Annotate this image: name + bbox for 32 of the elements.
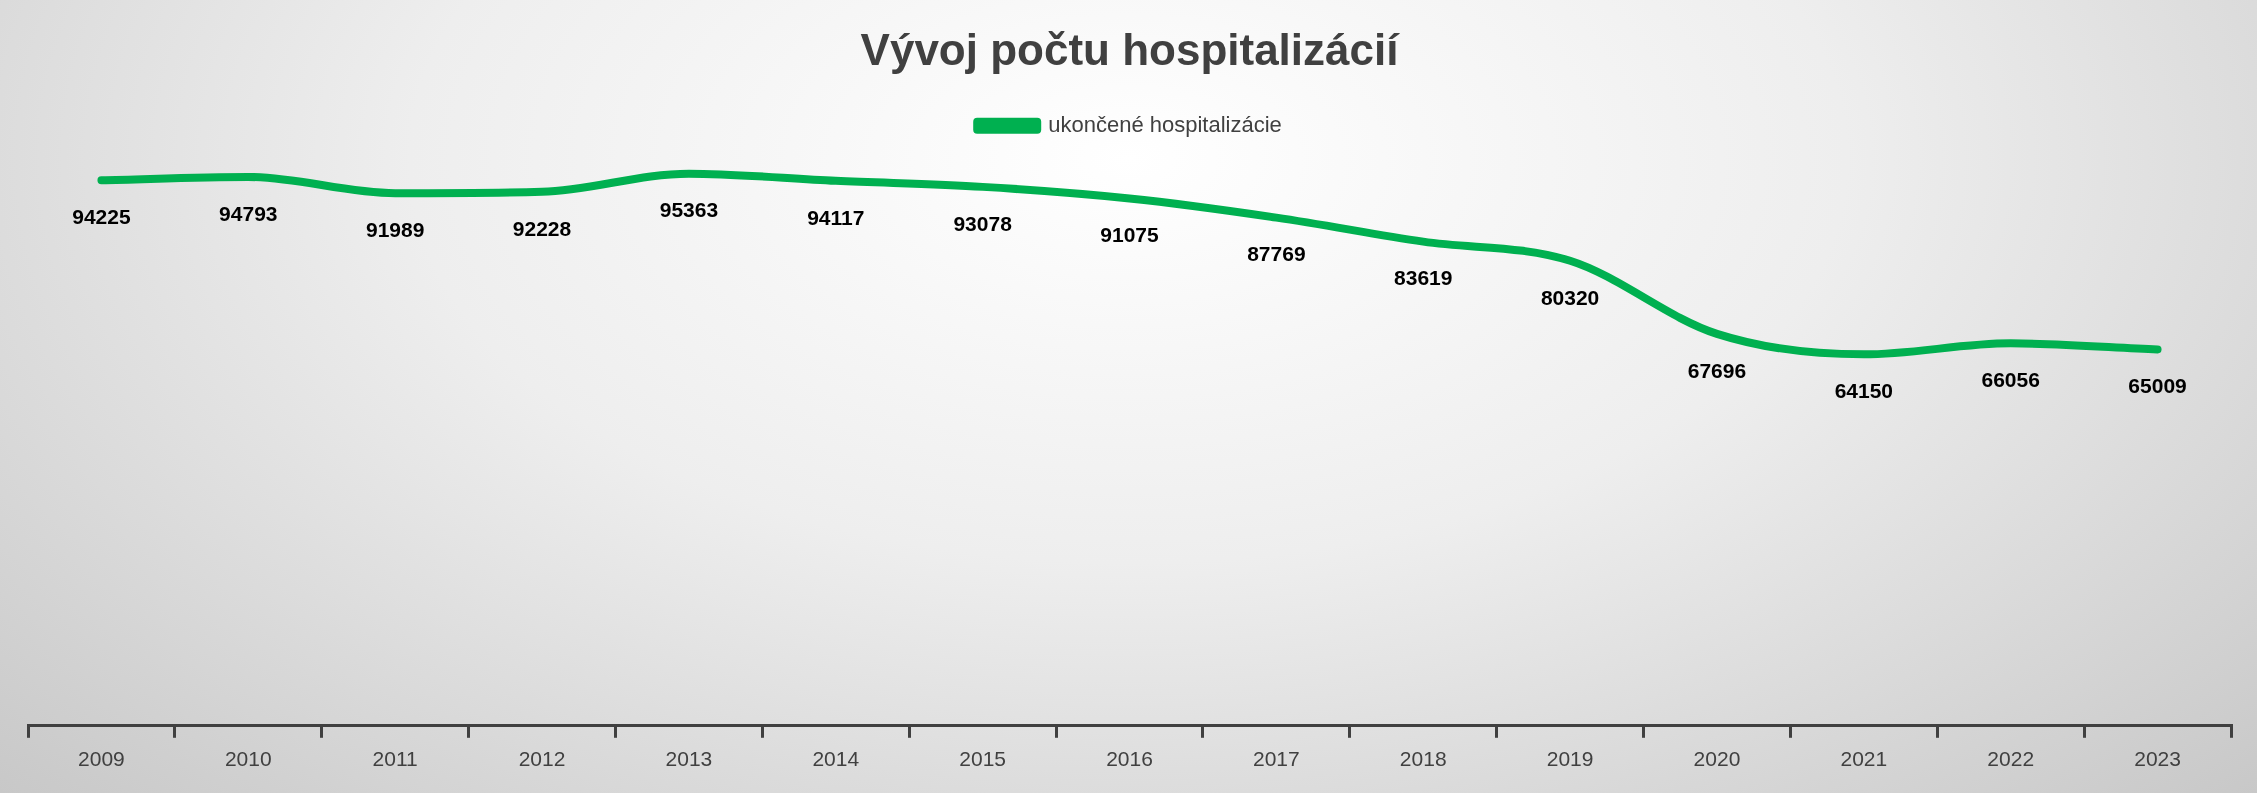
x-tick-label: 2018 bbox=[1399, 747, 1447, 771]
data-label: 87769 bbox=[1247, 242, 1306, 266]
x-tick-label: 2023 bbox=[2134, 747, 2181, 771]
x-tick-label: 2009 bbox=[78, 747, 125, 771]
x-tick-label: 2012 bbox=[518, 747, 566, 771]
x-tick-label: 2011 bbox=[372, 747, 418, 771]
chart-title: Vývoj počtu hospitalizácií bbox=[860, 24, 1401, 74]
x-tick-label: 2016 bbox=[1106, 747, 1153, 771]
x-tick-label: 2022 bbox=[1987, 747, 2035, 771]
x-tick-label: 2021 bbox=[1840, 747, 1888, 771]
data-label: 66056 bbox=[1981, 368, 2040, 392]
data-label: 94793 bbox=[219, 201, 278, 225]
legend-label: ukončené hospitalizácie bbox=[1048, 111, 1282, 137]
x-tick-label: 2020 bbox=[1693, 747, 1741, 771]
data-label: 93078 bbox=[953, 211, 1013, 235]
data-label: 91989 bbox=[365, 217, 425, 241]
data-label: 91075 bbox=[1100, 223, 1160, 247]
data-label: 94117 bbox=[807, 205, 865, 229]
x-tick-label: 2017 bbox=[1253, 747, 1300, 771]
x-tick-label: 2019 bbox=[1546, 747, 1594, 771]
data-label: 80320 bbox=[1540, 285, 1600, 309]
data-label: 95363 bbox=[659, 198, 719, 222]
data-label: 67696 bbox=[1687, 358, 1747, 382]
x-tick-label: 2013 bbox=[665, 747, 713, 771]
data-label: 64150 bbox=[1834, 379, 1894, 403]
data-label: 65009 bbox=[2128, 374, 2187, 398]
x-tick-label: 2015 bbox=[959, 747, 1006, 771]
x-tick-label: 2010 bbox=[224, 747, 272, 771]
data-label: 92228 bbox=[512, 216, 572, 240]
data-label: 83619 bbox=[1394, 266, 1453, 290]
data-label: 94225 bbox=[72, 205, 131, 229]
x-tick-label: 2014 bbox=[812, 747, 860, 771]
